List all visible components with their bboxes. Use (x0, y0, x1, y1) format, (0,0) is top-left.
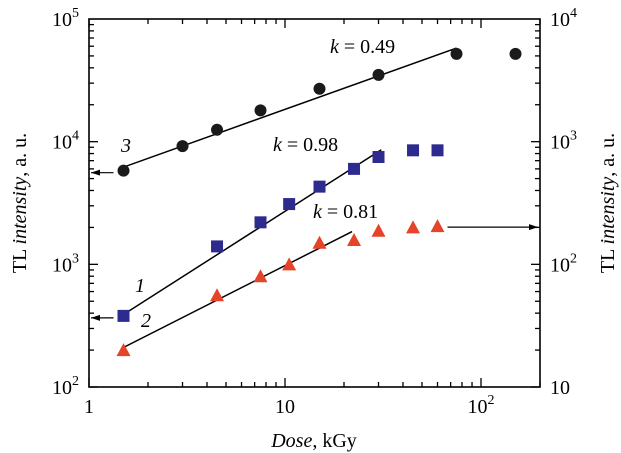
marker-series-2 (406, 220, 421, 234)
x-axis-title: Dose, kGy (270, 430, 357, 452)
marker-series-3 (254, 104, 267, 117)
y-right-tick-label: 104 (550, 6, 577, 31)
marker-series-3 (509, 47, 522, 60)
y-right-tick-label: 102 (550, 251, 577, 276)
marker-series-1 (211, 240, 224, 253)
x-tick-label: 10 (275, 396, 295, 418)
marker-series-2 (210, 288, 225, 302)
y-right-tick-label: 10 (550, 377, 570, 399)
marker-series-2 (116, 343, 131, 357)
marker-series-1 (431, 144, 444, 157)
series-1-label: 1 (135, 275, 145, 297)
marker-series-1 (283, 198, 296, 211)
y-left-tick-label: 105 (52, 6, 79, 31)
axis-ticks (88, 19, 541, 388)
y-axis-title-left: TL intensity, a. u. (9, 133, 31, 273)
marker-series-3 (211, 123, 224, 136)
marker-series-1 (372, 150, 385, 163)
k-label-series-2: k = 0.81 (313, 201, 378, 223)
marker-series-3 (176, 140, 189, 153)
fit-line-2 (123, 230, 353, 349)
marker-series-1 (313, 180, 326, 193)
marker-series-3 (313, 82, 326, 95)
x-tick-label: 1 (84, 396, 94, 418)
marker-series-2 (371, 223, 386, 237)
marker-series-2 (253, 269, 268, 283)
series-2-label: 2 (141, 310, 151, 332)
y-left-tick-label: 102 (52, 374, 79, 399)
arrow-series-2-right-head (529, 224, 538, 231)
series-3-label: 3 (120, 135, 131, 157)
marker-series-2 (312, 235, 327, 249)
marker-series-2 (282, 257, 297, 271)
k-label-series-3: k = 0.49 (330, 36, 395, 58)
fit-line-1 (123, 149, 382, 316)
arrow-series-1-left-head (91, 314, 100, 321)
marker-series-1 (254, 216, 267, 229)
marker-series-3 (450, 47, 463, 60)
fit-lines (123, 47, 457, 349)
marker-series-1 (407, 144, 420, 157)
x-tick-label: 102 (467, 393, 494, 418)
marker-series-2 (347, 232, 362, 246)
marker-series-3 (372, 68, 385, 81)
y-right-tick-label: 103 (550, 129, 577, 154)
marker-series-1 (117, 309, 130, 322)
y-axis-title-right: TL intensity, a. u. (597, 133, 619, 273)
marker-series-3 (117, 164, 130, 177)
arrow-series-3-left-head (91, 169, 100, 176)
axis-tick-labels: 1 10 102 102 103 104 105 10 102 103 104 (52, 6, 577, 418)
y-left-tick-label: 103 (52, 251, 79, 276)
annotations: 3 1 2 k = 0.49 k = 0.98 k = 0.81 (91, 36, 538, 332)
y-left-tick-label: 104 (52, 129, 79, 154)
marker-series-2 (430, 219, 445, 233)
k-label-series-1: k = 0.98 (273, 134, 338, 156)
data-markers (116, 47, 522, 357)
plot-frame (88, 18, 541, 388)
marker-series-1 (348, 162, 361, 175)
